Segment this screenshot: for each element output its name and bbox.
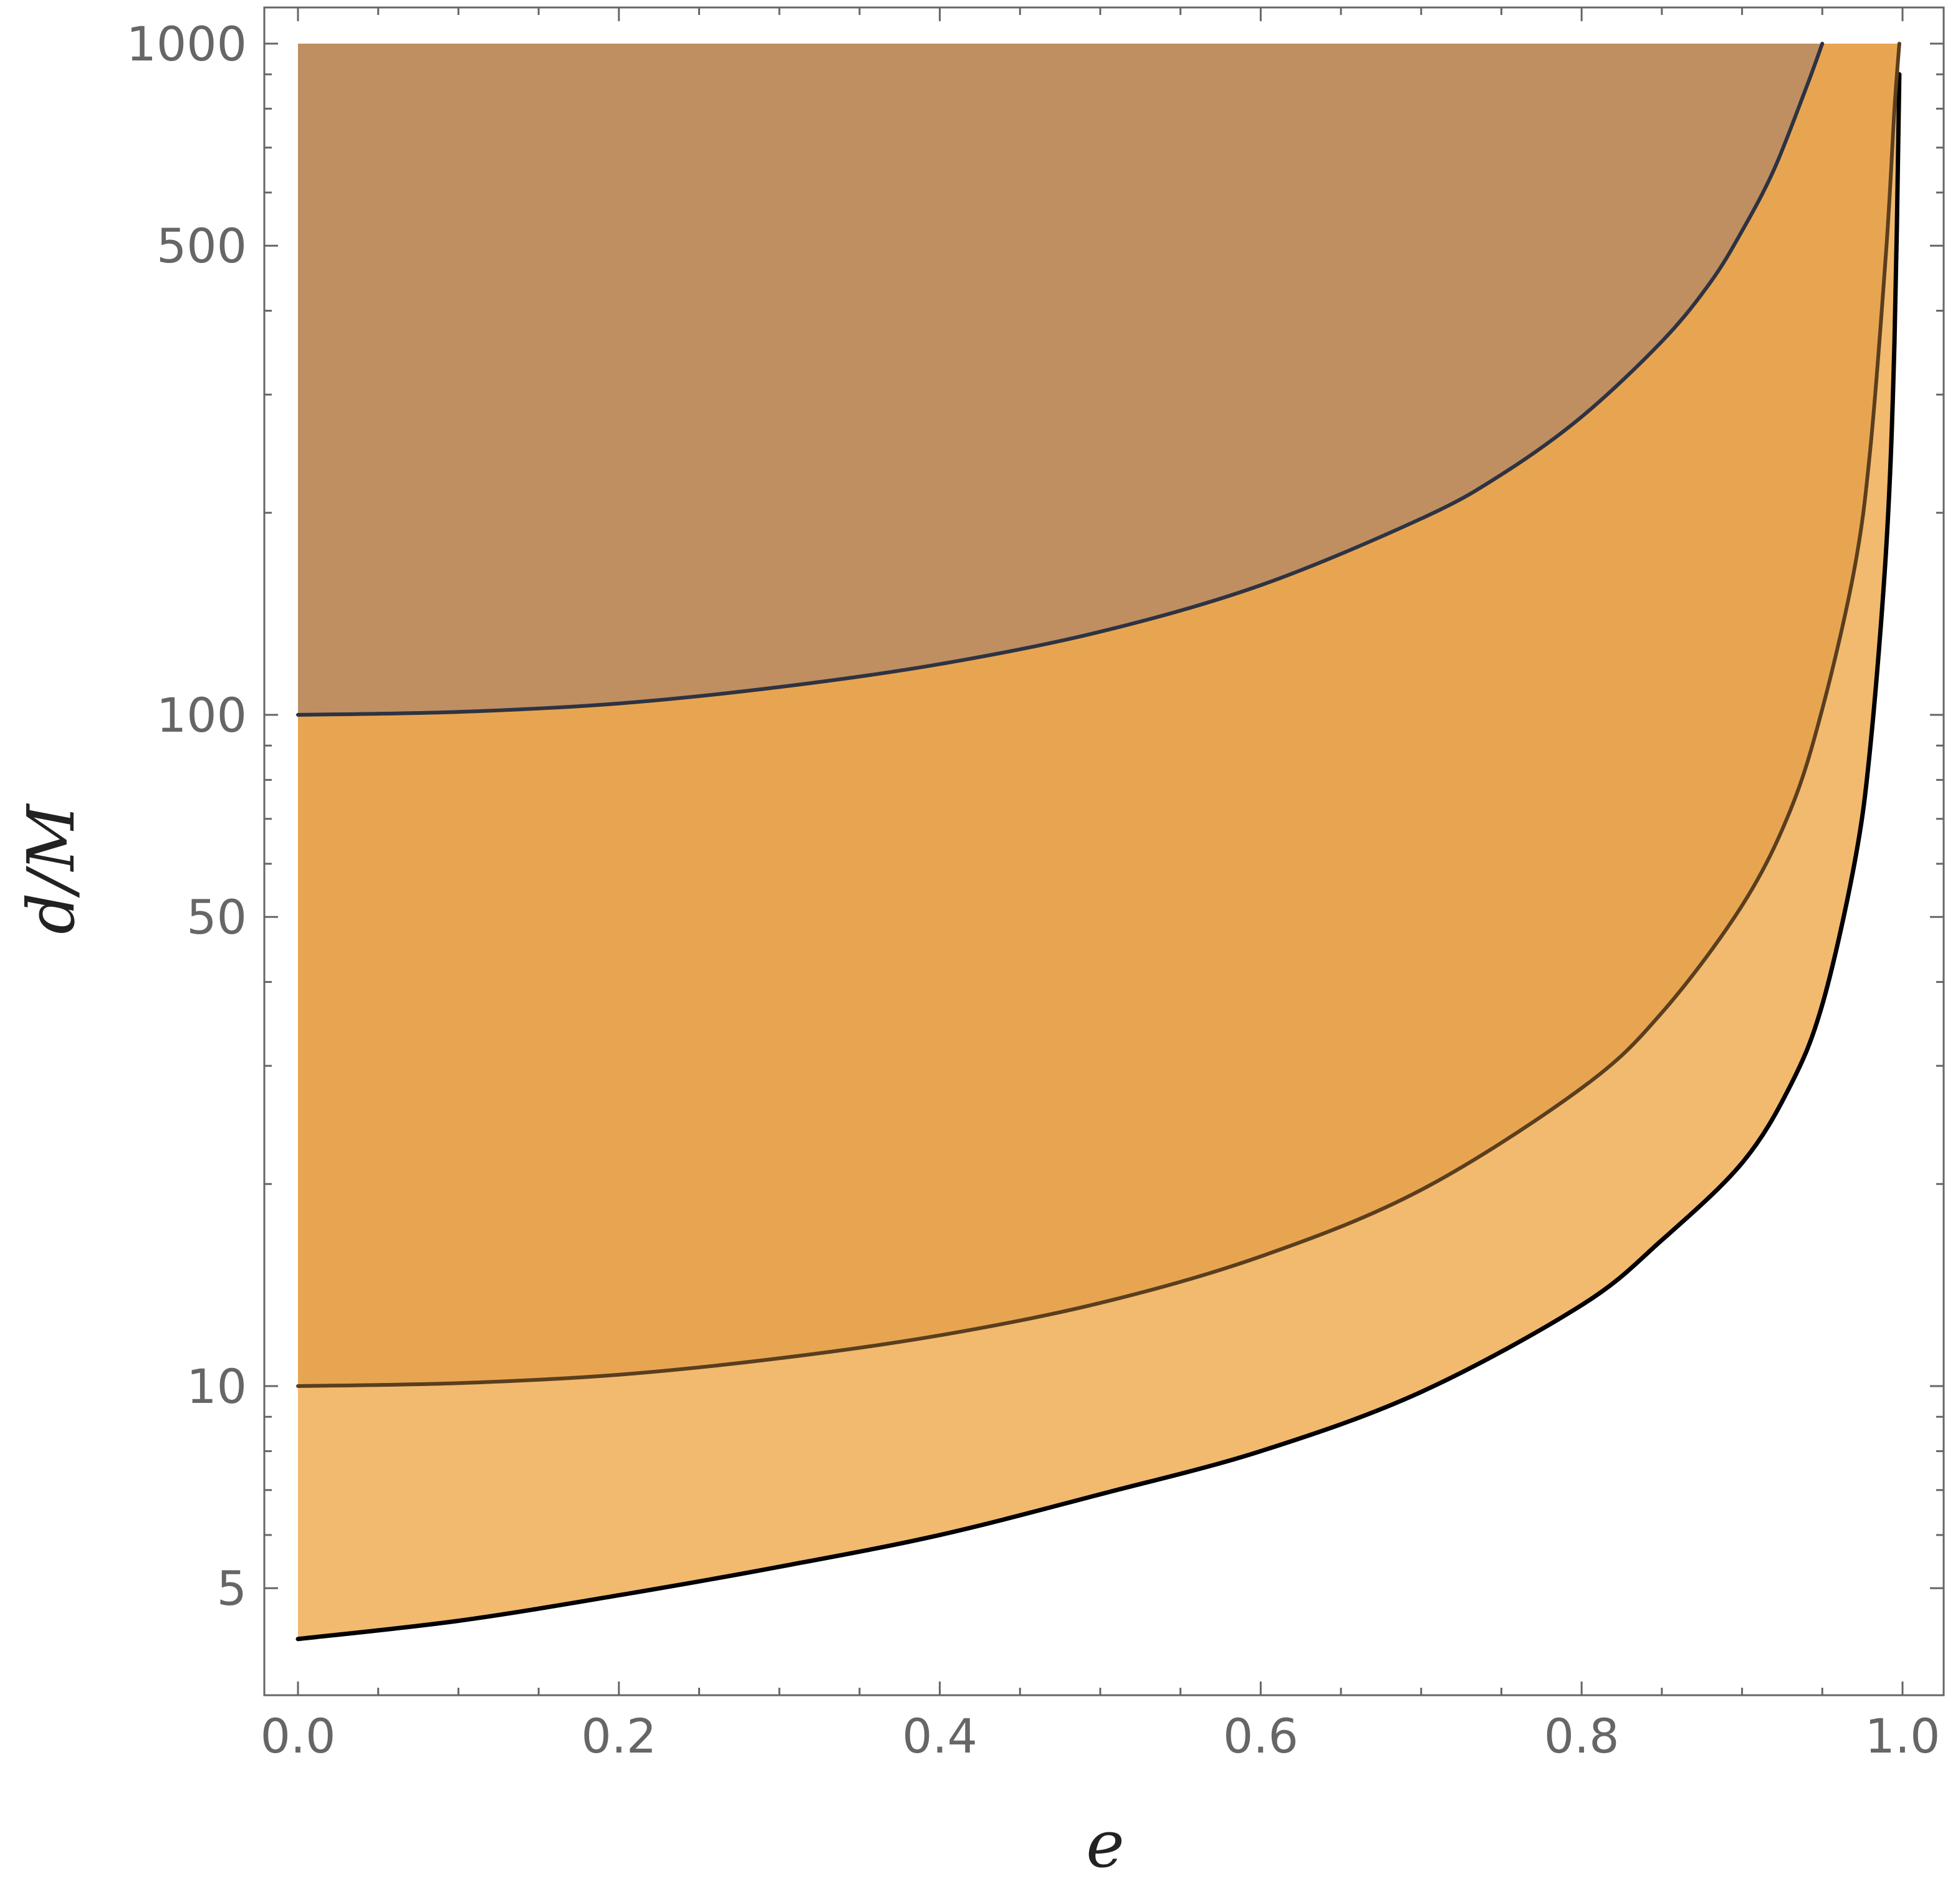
y-tick-labels: 5 10 50 100 500 1000: [127, 16, 247, 1616]
x-tick-label: 0.4: [902, 1708, 977, 1764]
x-axis-title: e: [1086, 1806, 1125, 1882]
x-tick-label: 0.2: [581, 1708, 656, 1764]
y-tick-label: 100: [156, 687, 247, 743]
boundary-curve-1: [295, 72, 1902, 1642]
x-tick-label: 0.6: [1223, 1708, 1298, 1764]
axis-ticks: [264, 7, 1944, 1695]
y-tick-label: 50: [186, 889, 247, 945]
x-tick-label: 0.0: [261, 1708, 336, 1764]
boundary-curve-3: [296, 42, 1825, 717]
region-fill-3: [298, 44, 1823, 715]
y-tick-label: 500: [156, 218, 247, 274]
boundary-curve-2: [296, 42, 1901, 1388]
region-fills: [298, 44, 1899, 1639]
plot-frame: [263, 6, 1945, 1696]
x-tick-label: 0.8: [1544, 1708, 1620, 1764]
y-tick-label: 5: [217, 1561, 247, 1616]
y-axis-title: d/M: [13, 803, 89, 934]
y-tick-label: 1000: [127, 16, 247, 72]
x-tick-label: 1.0: [1865, 1708, 1941, 1764]
boundary-curves: [295, 42, 1902, 1642]
y-tick-label: 10: [186, 1359, 247, 1414]
x-tick-labels: 0.0 0.2 0.4 0.6 0.8 1.0: [261, 1708, 1941, 1764]
